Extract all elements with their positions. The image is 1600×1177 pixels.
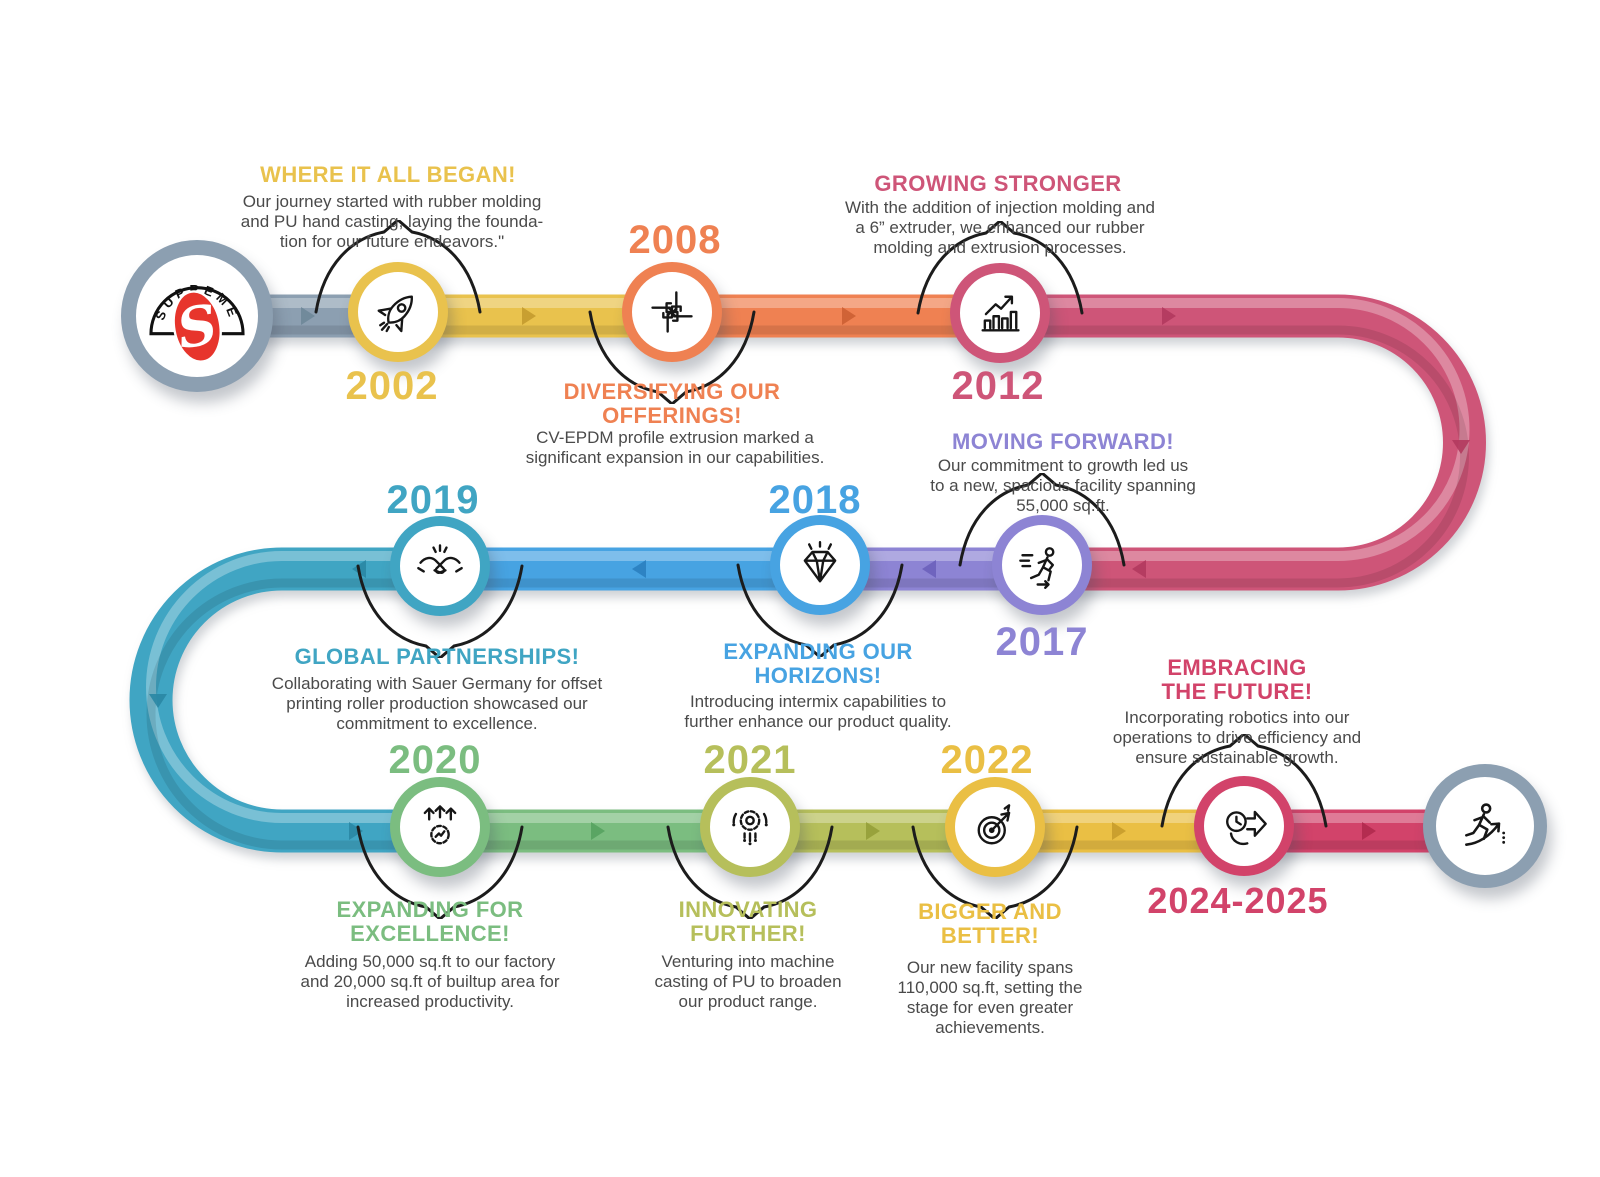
ornament-top xyxy=(1160,734,1328,828)
milestone-node-2012 xyxy=(916,221,1084,363)
runner-icon xyxy=(1019,547,1055,589)
track-highlight xyxy=(146,298,1485,823)
milestone-title: WHERE IT ALL BEGAN! xyxy=(260,162,516,187)
ornament-bottom xyxy=(356,825,524,919)
team-hands-icon xyxy=(651,291,693,333)
milestone-ring xyxy=(945,777,1045,877)
milestone-description: Adding 50,000 sq.ft to our factory and 2… xyxy=(300,952,560,1011)
milestone-node-2024-2025 xyxy=(1160,734,1328,876)
end-node-future xyxy=(1423,764,1547,888)
flow-arrow xyxy=(591,822,605,840)
ornament-bottom xyxy=(666,825,834,919)
flow-arrow xyxy=(632,560,646,578)
flow-arrow xyxy=(866,822,880,840)
milestone-title: EXPANDING OUR HORIZONS! xyxy=(723,639,913,689)
flow-arrow xyxy=(1452,440,1470,454)
ornament-top xyxy=(314,220,482,314)
flow-arrow xyxy=(842,307,856,325)
rocket-icon xyxy=(377,295,413,333)
milestone-title: GLOBAL PARTNERSHIPS! xyxy=(294,644,580,669)
milestone-node-2002 xyxy=(314,220,482,362)
ornament-top xyxy=(916,221,1084,315)
flow-arrows xyxy=(149,307,1470,840)
milestone-description: Our commitment to growth led us to a new… xyxy=(930,456,1196,515)
ornament-bottom xyxy=(356,564,524,658)
milestone-node-2021 xyxy=(666,777,834,919)
milestone-node-2017 xyxy=(958,473,1126,615)
milestone-ring xyxy=(348,262,448,362)
ornament-top xyxy=(958,473,1126,567)
flow-arrow xyxy=(149,694,167,708)
flow-arrow xyxy=(1162,307,1176,325)
start-node-logo: SUPREME S xyxy=(121,240,273,392)
milestone-ring xyxy=(950,263,1050,363)
milestone-node-2022 xyxy=(911,777,1079,919)
milestone-ring xyxy=(992,515,1092,615)
year-label-2022: 2022 xyxy=(940,738,1034,782)
year-label-2012: 2012 xyxy=(951,364,1045,408)
milestone-ring xyxy=(390,777,490,877)
milestone-description: Our new facility spans 110,000 sq.ft, se… xyxy=(897,958,1083,1037)
target-dart-icon xyxy=(977,804,1011,845)
flow-arrow xyxy=(301,307,315,325)
milestone-title: EMBRACING THE FUTURE! xyxy=(1161,655,1313,705)
milestone-node-2020 xyxy=(356,777,524,919)
milestone-description: Incorporating robotics into our operatio… xyxy=(1112,708,1362,767)
growth-chart-icon xyxy=(981,295,1020,332)
milestone-node-2019 xyxy=(356,516,524,658)
flow-arrow xyxy=(1112,822,1126,840)
milestone-ring xyxy=(700,777,800,877)
ornament-bottom xyxy=(588,310,756,404)
logo-ring: SUPREME S xyxy=(121,240,273,392)
track-shade xyxy=(146,325,1485,850)
milestone-ring xyxy=(770,515,870,615)
milestone-description: CV-EPDM profile extrusion marked a signi… xyxy=(525,428,825,467)
year-label-2008: 2008 xyxy=(628,218,722,262)
ornament-bottom xyxy=(911,825,1079,919)
milestone-description: Collaborating with Sauer Germany for off… xyxy=(271,674,603,733)
milestone-ring xyxy=(390,516,490,616)
gear-growth-icon xyxy=(423,805,457,845)
flow-arrow xyxy=(1132,560,1146,578)
year-label-2024-2025: 2024-2025 xyxy=(1147,880,1329,921)
year-label-2019: 2019 xyxy=(386,478,480,522)
time-forward-icon xyxy=(1226,810,1267,846)
growth-runner-icon xyxy=(1465,803,1506,846)
milestone-title: INNOVATING FURTHER! xyxy=(678,897,818,947)
flow-arrow xyxy=(522,307,536,325)
milestone-title: EXPANDING FOR EXCELLENCE! xyxy=(336,897,524,947)
milestone-ring xyxy=(1194,776,1294,876)
year-label-2020: 2020 xyxy=(388,738,482,782)
milestone-description: Venturing into machine casting of PU to … xyxy=(654,952,842,1011)
milestone-title: GROWING STRONGER xyxy=(874,171,1122,196)
milestone-node-2008 xyxy=(588,262,756,404)
milestone-description: Introducing intermix capabilities to fur… xyxy=(684,692,952,731)
year-label-2017: 2017 xyxy=(995,620,1089,664)
milestone-title: DIVERSIFYING OUR OFFERINGS! xyxy=(563,379,781,429)
milestone-title: BIGGER AND BETTER! xyxy=(918,899,1062,949)
milestone-node-2018 xyxy=(736,515,904,657)
year-label-2021: 2021 xyxy=(703,738,797,782)
flow-arrow xyxy=(922,560,936,578)
year-label-2002: 2002 xyxy=(345,364,439,408)
ornament-bottom xyxy=(736,563,904,657)
track-segment-2019-2020 xyxy=(129,547,440,853)
milestone-title: MOVING FORWARD! xyxy=(952,429,1174,454)
gear-circuit-icon xyxy=(732,810,768,846)
year-label-2018: 2018 xyxy=(768,478,862,522)
milestone-description: Our journey started with rubber molding … xyxy=(240,192,544,251)
flow-arrow xyxy=(349,822,363,840)
diamond-icon xyxy=(803,541,837,583)
handshake-icon xyxy=(417,544,463,574)
flow-arrow xyxy=(1362,822,1376,840)
milestone-description: With the addition of injection molding a… xyxy=(845,198,1155,257)
milestone-ring xyxy=(622,262,722,362)
end-ring xyxy=(1423,764,1547,888)
supreme-logo-icon: SUPREME S xyxy=(149,282,245,363)
